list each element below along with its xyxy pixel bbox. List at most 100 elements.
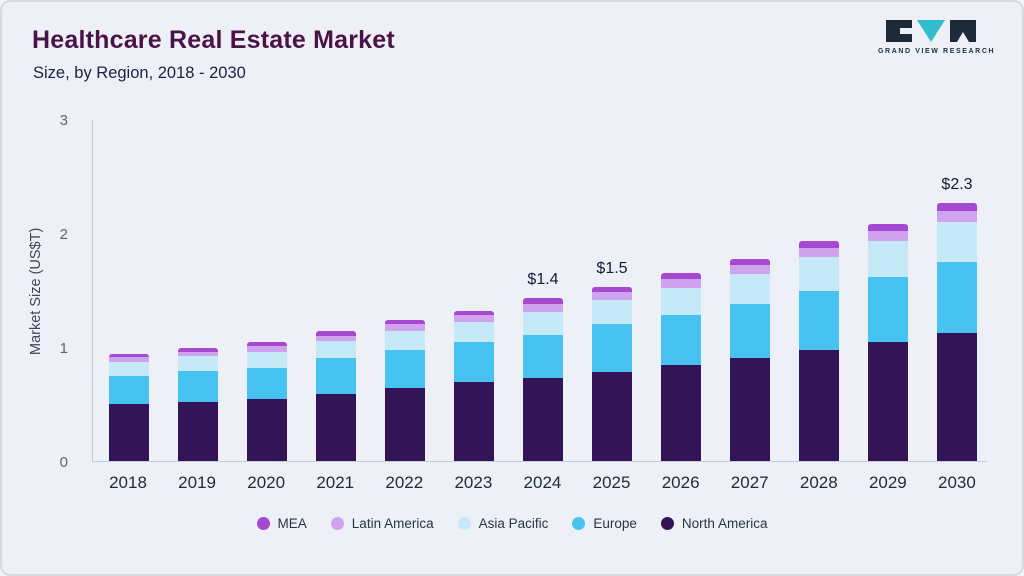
x-axis-label: 2022	[385, 473, 424, 492]
bar-segment-north-america	[385, 388, 425, 461]
y-axis-ticks: 0 1 2 3	[2, 112, 80, 471]
bar-segment-latin-america	[178, 351, 218, 357]
bar-segment-europe	[799, 291, 839, 351]
legend: MEA Latin America Asia Pacific Europe North …	[2, 516, 1022, 531]
bar-segment-asia-pacific	[937, 221, 977, 262]
bar-group-2019	[178, 120, 218, 461]
bar-segment-latin-america	[316, 335, 356, 342]
legend-swatch-icon	[256, 517, 270, 530]
logo-letter-v-icon	[917, 20, 945, 42]
bar-segment-mea	[109, 353, 149, 358]
bar-segment-north-america	[109, 404, 149, 461]
logo-letter-g-icon	[886, 20, 912, 42]
page-title: Healthcare Real Estate Market	[32, 26, 395, 54]
x-axis-labels: 2018 2019 2020 2021 2022 2023 2024 2025 2026 2027…	[92, 473, 987, 493]
bar-segment-north-america	[247, 399, 287, 461]
bar-segment-europe	[109, 375, 149, 404]
legend-swatch-icon	[457, 517, 471, 530]
page-subtitle: Size, by Region, 2018 - 2030	[33, 64, 246, 82]
x-axis-label: 2024	[523, 473, 562, 492]
bar-group-2018	[109, 120, 149, 461]
bar-segment-europe	[523, 334, 563, 378]
x-axis-label: 2027	[730, 473, 769, 492]
legend-item-mea: MEA	[256, 516, 307, 531]
bar-segment-asia-pacific	[592, 300, 632, 325]
legend-label: MEA	[277, 516, 307, 531]
bar-segment-asia-pacific	[316, 341, 356, 359]
legend-label: Europe	[593, 516, 637, 531]
logo-text: GRAND VIEW RESEARCH	[878, 48, 996, 55]
bar-segment-mea	[385, 319, 425, 325]
bar-segment-europe	[661, 315, 701, 366]
bar-segment-north-america	[592, 372, 632, 461]
bar-group-2024: $1.4	[523, 120, 563, 461]
bar-segment-north-america	[937, 333, 977, 461]
x-axis-label: 2028	[799, 473, 838, 492]
gvr-logo-icon	[878, 20, 984, 44]
bar-segment-asia-pacific	[730, 274, 770, 304]
bar-segment-mea	[523, 298, 563, 304]
bar-segment-latin-america	[592, 292, 632, 301]
x-axis-label: 2029	[868, 473, 907, 492]
legend-label: Latin America	[351, 516, 434, 531]
bar-group-2025: $1.5	[592, 120, 632, 461]
legend-label: Asia Pacific	[478, 516, 549, 531]
bar-segment-north-america	[454, 382, 494, 461]
bar-segment-mea	[178, 348, 218, 352]
legend-item-north-america: North America	[660, 516, 768, 531]
bar-group-2023	[454, 120, 494, 461]
bar-segment-latin-america	[937, 211, 977, 222]
bar-segment-europe	[454, 342, 494, 383]
bars-area: $1.4 $1.5 $2.3	[93, 120, 987, 461]
bar-segment-europe	[592, 324, 632, 373]
grand-view-research-logo: GRAND VIEW RESEARCH	[878, 20, 996, 55]
bar-segment-mea	[868, 223, 908, 231]
bar-segment-mea	[316, 331, 356, 336]
bar-segment-mea	[592, 286, 632, 293]
bar-segment-north-america	[799, 350, 839, 461]
bar-group-2027	[730, 120, 770, 461]
bar-segment-europe	[868, 277, 908, 343]
y-axis-tick: 0	[59, 454, 68, 471]
bar-segment-latin-america	[247, 345, 287, 352]
bar-group-2022	[385, 120, 425, 461]
bar-segment-mea	[454, 310, 494, 316]
x-axis-label: 2030	[938, 473, 976, 492]
bar-segment-latin-america	[109, 357, 149, 362]
legend-swatch-icon	[660, 517, 674, 530]
bar-group-2028	[799, 120, 839, 461]
x-axis-label: 2020	[247, 473, 286, 492]
bar-segment-latin-america	[454, 315, 494, 322]
bar-segment-europe	[316, 358, 356, 394]
bar-value-label: $1.5	[596, 259, 628, 277]
y-axis-tick: 2	[59, 226, 68, 243]
bar-segment-latin-america	[799, 247, 839, 257]
bar-segment-north-america	[316, 393, 356, 461]
bar-segment-latin-america	[523, 303, 563, 312]
legend-label: North America	[681, 516, 768, 531]
bar-segment-mea	[937, 203, 977, 212]
bar-segment-europe	[385, 350, 425, 388]
legend-item-europe: Europe	[572, 516, 637, 531]
x-axis-label: 2026	[661, 473, 700, 492]
bar-segment-north-america	[523, 377, 563, 461]
legend-swatch-icon	[330, 517, 344, 530]
bar-segment-asia-pacific	[109, 361, 149, 376]
bar-segment-europe	[178, 370, 218, 402]
bar-segment-mea	[799, 241, 839, 248]
bar-segment-mea	[730, 259, 770, 266]
legend-item-asia-pacific: Asia Pacific	[457, 516, 549, 531]
x-axis-label: 2019	[178, 473, 216, 492]
bar-group-2029	[868, 120, 908, 461]
bar-segment-north-america	[661, 365, 701, 461]
bar-value-label: $2.3	[941, 176, 973, 194]
bar-segment-asia-pacific	[799, 256, 839, 292]
bar-value-label: $1.4	[527, 271, 559, 289]
legend-swatch-icon	[572, 517, 586, 530]
bar-segment-mea	[661, 272, 701, 279]
y-axis-tick: 3	[59, 112, 68, 129]
bar-group-2021	[316, 120, 356, 461]
x-axis-label: 2025	[592, 473, 631, 492]
bar-segment-asia-pacific	[454, 321, 494, 343]
